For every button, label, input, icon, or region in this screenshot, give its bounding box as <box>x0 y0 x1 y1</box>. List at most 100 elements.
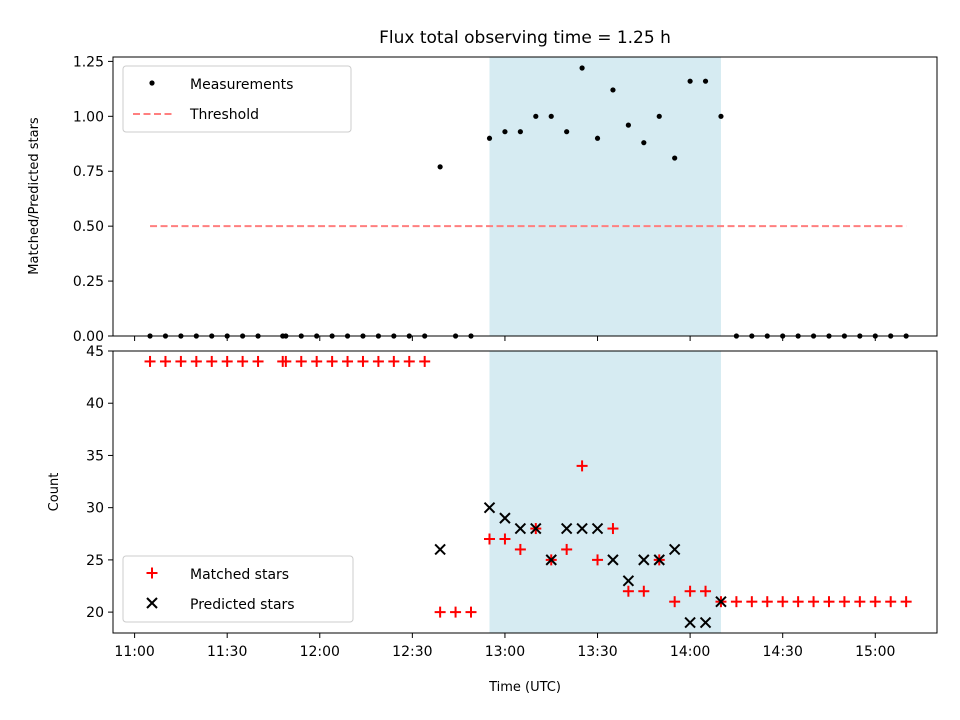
y-tick-label: 40 <box>86 396 104 412</box>
matched-star-point <box>499 533 511 545</box>
matched-star-point <box>280 355 292 367</box>
matched-star-point <box>730 596 742 608</box>
legend-measurement-marker <box>149 80 155 86</box>
predicted-star-point <box>545 554 557 566</box>
matched-star-point <box>669 596 681 608</box>
top-plot-area: 0.00 0.25 0.50 0.75 1.00 1.25 Measurements Thre… <box>73 54 938 345</box>
y-tick-label: 30 <box>86 501 104 517</box>
plot-frame <box>112 350 938 634</box>
measurement-point <box>594 135 601 141</box>
x-tick-label: 11:30 <box>207 644 247 660</box>
matched-star-point <box>514 543 526 555</box>
legend-matched-marker <box>146 567 158 579</box>
measurement-point <box>641 140 647 146</box>
top-panel: 0.00 0.25 0.50 0.75 1.00 1.25 Measurements Thre… <box>27 54 938 345</box>
measurement-point <box>718 113 724 119</box>
plot-frame <box>112 56 938 337</box>
measurement-point <box>656 113 662 119</box>
predicted-star-point <box>622 575 635 587</box>
matched-star-point <box>607 523 619 535</box>
measurement-point <box>548 113 554 119</box>
legend-matched-label: Matched stars <box>190 567 289 583</box>
matched-star-point <box>465 606 477 618</box>
measurement-point <box>579 65 585 71</box>
predicted-star-point <box>653 554 665 566</box>
measurement-point <box>533 113 539 119</box>
x-tick-label: 11:00 <box>114 644 154 660</box>
measurement-point <box>672 155 678 161</box>
predicted-star-point <box>684 616 696 629</box>
matched-star-point <box>221 355 233 367</box>
x-tick-label: 13:00 <box>485 644 525 660</box>
matched-star-point <box>700 585 712 597</box>
x-tick-label: 15:00 <box>855 644 895 660</box>
predicted-star-point <box>607 554 619 566</box>
predicted-star-point <box>638 554 650 566</box>
matched-star-point <box>576 460 588 472</box>
x-tick-label: 12:30 <box>392 644 432 660</box>
bottom-y-axis-label: Count <box>47 473 62 512</box>
y-tick-label: 35 <box>86 448 104 464</box>
predicted-star-point <box>434 543 446 556</box>
matched-star-point <box>403 355 415 367</box>
predicted-star-point <box>668 543 681 556</box>
legend-measurements-label: Measurements <box>190 77 293 93</box>
x-axis-label: Time (UTC) <box>488 680 561 695</box>
top-y-axis-label: Matched/Predicted stars <box>27 117 42 275</box>
x-tick-label: 14:30 <box>763 644 803 660</box>
matched-star-point <box>144 355 156 367</box>
measurement-point <box>702 78 709 84</box>
matched-star-point <box>342 355 354 367</box>
matched-star-point <box>252 355 264 367</box>
shaded-interval <box>489 57 721 336</box>
matched-star-point <box>684 585 696 597</box>
matched-star-point <box>388 355 400 367</box>
matched-star-point <box>561 543 573 555</box>
matched-star-point <box>190 355 202 367</box>
measurement-point <box>625 122 631 128</box>
measurement-point <box>564 129 570 135</box>
predicted-star-point <box>514 522 527 535</box>
predicted-star-point <box>699 616 712 629</box>
predicted-star-point <box>591 522 604 535</box>
matched-star-point <box>869 596 881 608</box>
legend-predicted-label: Predicted stars <box>190 597 295 613</box>
legend-frame <box>122 555 354 623</box>
bottom-panel: 20 25 30 35 40 45 11:00 11:30 12:00 12:30 13:00 13:… <box>47 344 938 695</box>
matched-star-point <box>450 606 462 618</box>
matched-star-point <box>206 355 218 367</box>
x-tick-label: 13:30 <box>577 644 617 660</box>
legend-threshold-label: Threshold <box>189 107 259 123</box>
predicted-star-point <box>530 522 542 535</box>
legend-frame <box>122 65 352 133</box>
matched-star-point <box>419 355 431 367</box>
measurement-point <box>502 129 508 135</box>
matched-star-point <box>175 355 187 367</box>
y-tick-label: 1.00 <box>73 109 104 125</box>
matched-star-point <box>761 596 773 608</box>
y-tick-label: 0.25 <box>73 274 104 290</box>
measurement-point <box>486 135 493 141</box>
predicted-star-point <box>715 595 727 608</box>
predicted-star-point <box>483 501 496 514</box>
matched-star-point <box>622 585 634 597</box>
predicted-star-point <box>560 522 573 535</box>
measurement-point <box>610 87 616 93</box>
matched-star-point <box>823 596 835 608</box>
matched-star-point <box>808 596 820 608</box>
matched-star-point <box>326 355 338 367</box>
matched-star-point <box>295 355 307 367</box>
y-tick-label: 25 <box>86 553 104 569</box>
y-tick-label: 20 <box>86 605 104 621</box>
chart-title: Flux total observing time = 1.25 h <box>379 28 671 48</box>
y-tick-label: 0.50 <box>73 219 104 235</box>
measurement-point <box>517 129 523 135</box>
matched-star-point <box>885 596 897 608</box>
matched-star-point <box>900 596 912 608</box>
legend-predicted-marker <box>146 597 158 609</box>
matched-star-point <box>357 355 369 367</box>
matched-star-point <box>311 355 323 367</box>
matched-star-point <box>638 585 650 597</box>
y-tick-label: 1.25 <box>73 54 104 70</box>
